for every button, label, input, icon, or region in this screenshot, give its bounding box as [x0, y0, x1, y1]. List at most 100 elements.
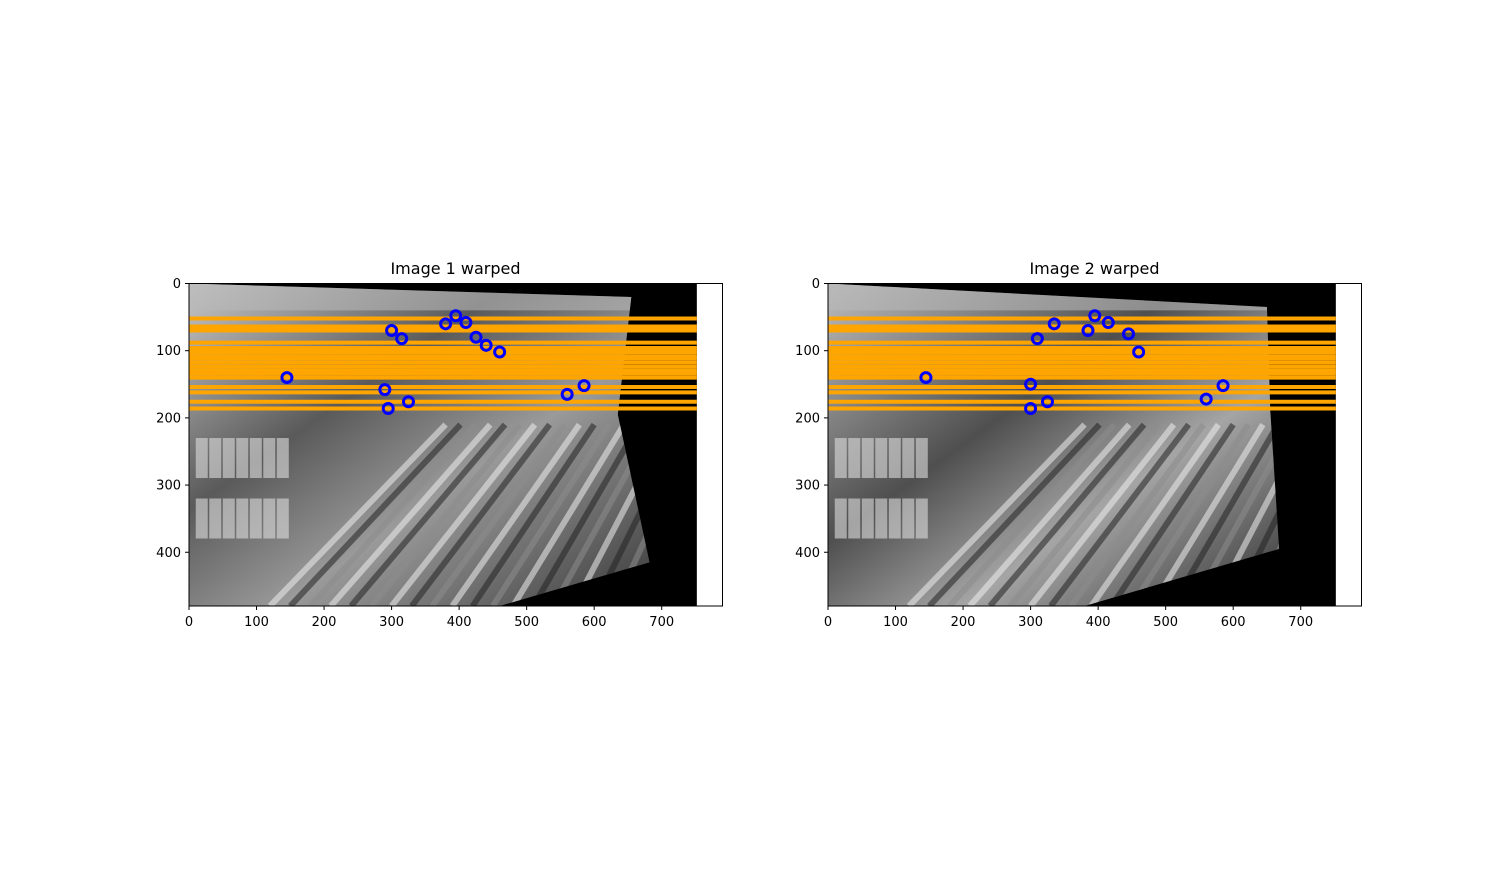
y-tick-label: 300 — [795, 479, 820, 494]
keypoint-marker — [1040, 395, 1054, 409]
keypoint-marker — [439, 317, 453, 331]
x-tick-label: 300 — [379, 615, 404, 630]
photo-plank — [906, 422, 1087, 606]
photo-plank — [947, 422, 1117, 606]
keypoint-marker — [395, 332, 409, 346]
photo-plank — [429, 422, 567, 606]
photo-mesh — [249, 498, 262, 539]
photo-mesh — [236, 498, 249, 539]
x-tick-label: 200 — [312, 615, 337, 630]
subplot-1: Image 1 warped 0 100 200 300 400 500 600 700 0 10… — [156, 259, 723, 630]
x-tick-label: 400 — [447, 615, 472, 630]
photo-mesh — [222, 498, 235, 539]
y-tick-label: 200 — [795, 411, 820, 426]
y-tick-label: 0 — [812, 277, 820, 292]
photo-mesh — [195, 438, 208, 479]
x-tick-label: 500 — [1153, 615, 1178, 630]
photo-plank — [1109, 422, 1236, 606]
y-tick-label: 200 — [156, 411, 181, 426]
photo-plank — [1149, 423, 1266, 606]
photo-mesh — [915, 438, 928, 479]
keypoint-marker — [1122, 327, 1136, 341]
photo-plank — [470, 422, 597, 606]
keypoint-marker — [577, 379, 591, 393]
subplot-2: Image 2 warped 0 100 200 300 400 500 600 700 0 10… — [795, 259, 1396, 630]
y-tick-label: 0 — [173, 277, 181, 292]
photo-mesh — [888, 438, 901, 479]
keypoint-marker — [381, 401, 395, 415]
axes-2: 0 100 200 300 400 500 600 700 0 100 200 300 400 — [795, 277, 1396, 630]
photo-mesh — [888, 498, 901, 539]
photo-plank — [348, 422, 508, 606]
keypoint-marker — [919, 371, 933, 385]
photo-mesh — [875, 438, 888, 479]
x-tick-label: 700 — [649, 615, 674, 630]
x-tick-label: 600 — [1221, 615, 1246, 630]
photo-plank — [987, 422, 1147, 606]
keypoint-marker — [1047, 317, 1061, 331]
y-tick-label: 400 — [156, 546, 181, 561]
axes-frame — [188, 283, 723, 607]
photo-plank — [288, 422, 463, 606]
photo-plank — [490, 422, 612, 606]
photo-plank — [308, 422, 478, 606]
photo-mesh — [276, 438, 289, 479]
photo-mesh — [861, 498, 874, 539]
y-tick-label: 400 — [795, 546, 820, 561]
keypoint-marker — [1216, 379, 1230, 393]
x-tick-label: 600 — [582, 615, 607, 630]
photo-mesh — [222, 438, 235, 479]
subplot-1-title: Image 1 warped — [390, 259, 520, 278]
x-tick-label: 300 — [1018, 615, 1043, 630]
photo-plank — [369, 422, 523, 606]
photo-mesh — [902, 438, 915, 479]
photo-mesh — [209, 498, 222, 539]
subplot-2-title: Image 2 warped — [1029, 259, 1159, 278]
photo-plank — [1068, 422, 1206, 606]
keypoint-marker — [385, 324, 399, 338]
photo-plank — [1334, 425, 1396, 606]
keypoint-marker — [280, 371, 294, 385]
photo-mesh — [848, 498, 861, 539]
keypoint-marker — [1132, 345, 1146, 359]
photo-plank — [389, 422, 538, 606]
photo-plank — [1088, 422, 1221, 606]
keypoint-marker — [1199, 392, 1213, 406]
keypoint-marker — [493, 345, 507, 359]
photo-mesh — [834, 438, 847, 479]
keypoint-marker — [401, 395, 415, 409]
photo-mesh — [249, 438, 262, 479]
photo-plank — [510, 423, 627, 606]
x-tick-label: 400 — [1086, 615, 1111, 630]
photo-mesh — [263, 438, 276, 479]
keypoint-marker — [449, 309, 463, 323]
x-tick-label: 0 — [824, 615, 832, 630]
x-tick-label: 100 — [883, 615, 908, 630]
axes-1: 0 100 200 300 400 500 600 700 0 100 200 300 400 — [156, 277, 723, 630]
photo-mesh — [276, 498, 289, 539]
x-tick-label: 100 — [244, 615, 269, 630]
photo-plank — [530, 423, 642, 606]
photo-plank — [449, 422, 582, 606]
photo-plank — [328, 422, 493, 606]
photo-mesh — [263, 498, 276, 539]
photo-plank — [967, 422, 1132, 606]
keypoint-marker — [1081, 324, 1095, 338]
photo-plank — [1048, 422, 1192, 606]
y-tick-label: 100 — [156, 344, 181, 359]
photo-mesh — [195, 498, 208, 539]
x-tick-label: 700 — [1288, 615, 1313, 630]
photo-plank — [1008, 422, 1162, 606]
photo-plank — [267, 422, 448, 606]
y-tick-label: 100 — [795, 344, 820, 359]
keypoint-marker — [378, 383, 392, 397]
photo-mesh — [834, 498, 847, 539]
photo-plank — [927, 422, 1102, 606]
photo-plank — [1129, 422, 1251, 606]
photo-mesh — [209, 438, 222, 479]
photo-mesh — [915, 498, 928, 539]
keypoint-marker — [1101, 315, 1115, 329]
x-tick-label: 200 — [951, 615, 976, 630]
photo-texture — [189, 283, 650, 606]
keypoint-marker — [1024, 377, 1038, 391]
